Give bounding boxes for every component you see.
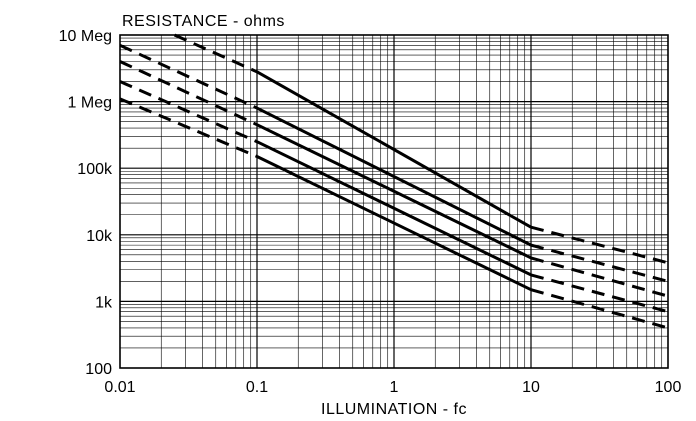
series-2-dashed-high-line: [530, 243, 669, 283]
plot-frame: [119, 34, 669, 369]
series-1-dashed-high-line: [530, 225, 669, 265]
series-5-solid-line: [256, 155, 532, 292]
series-5-dashed-high-line: [530, 288, 669, 330]
series-1-dashed-low-line: [173, 33, 258, 74]
series-lines: [119, 33, 669, 330]
series-3-dashed-high-line: [530, 256, 669, 298]
grid-lines: [120, 35, 668, 368]
series-3-dashed-low-line: [119, 60, 258, 127]
x-tick-label: 1: [390, 379, 399, 396]
y-tick-label: 100k: [77, 161, 113, 178]
x-tick-labels: 0.01 0.1 1 10 100: [104, 379, 681, 396]
x-tick-label: 0.1: [246, 379, 268, 396]
y-axis-title: RESISTANCE - ohms: [122, 13, 285, 30]
series-3-solid-line: [256, 123, 532, 260]
series-4-dashed-high-line: [530, 273, 669, 314]
x-tick-label: 0.01: [104, 379, 135, 396]
y-tick-label: 10k: [86, 228, 113, 245]
series-2-solid-line: [256, 106, 532, 247]
y-tick-label: 10 Meg: [59, 28, 112, 45]
series-2-dashed-low-line: [119, 43, 258, 110]
y-tick-label: 100: [85, 361, 112, 378]
y-tick-labels: 100 1k 10k 100k 1 Meg 10 Meg: [59, 28, 113, 378]
series-4-dashed-low-line: [119, 80, 258, 144]
y-tick-label: 1k: [95, 294, 113, 311]
x-tick-label: 100: [655, 379, 682, 396]
series-1-solid-line: [256, 70, 532, 229]
y-tick-label: 1 Meg: [68, 95, 112, 112]
series-4-solid-line: [256, 140, 532, 277]
series-5-dashed-low-line: [119, 97, 258, 158]
x-axis-title: ILLUMINATION - fc: [321, 401, 467, 418]
x-tick-label: 10: [522, 379, 540, 396]
